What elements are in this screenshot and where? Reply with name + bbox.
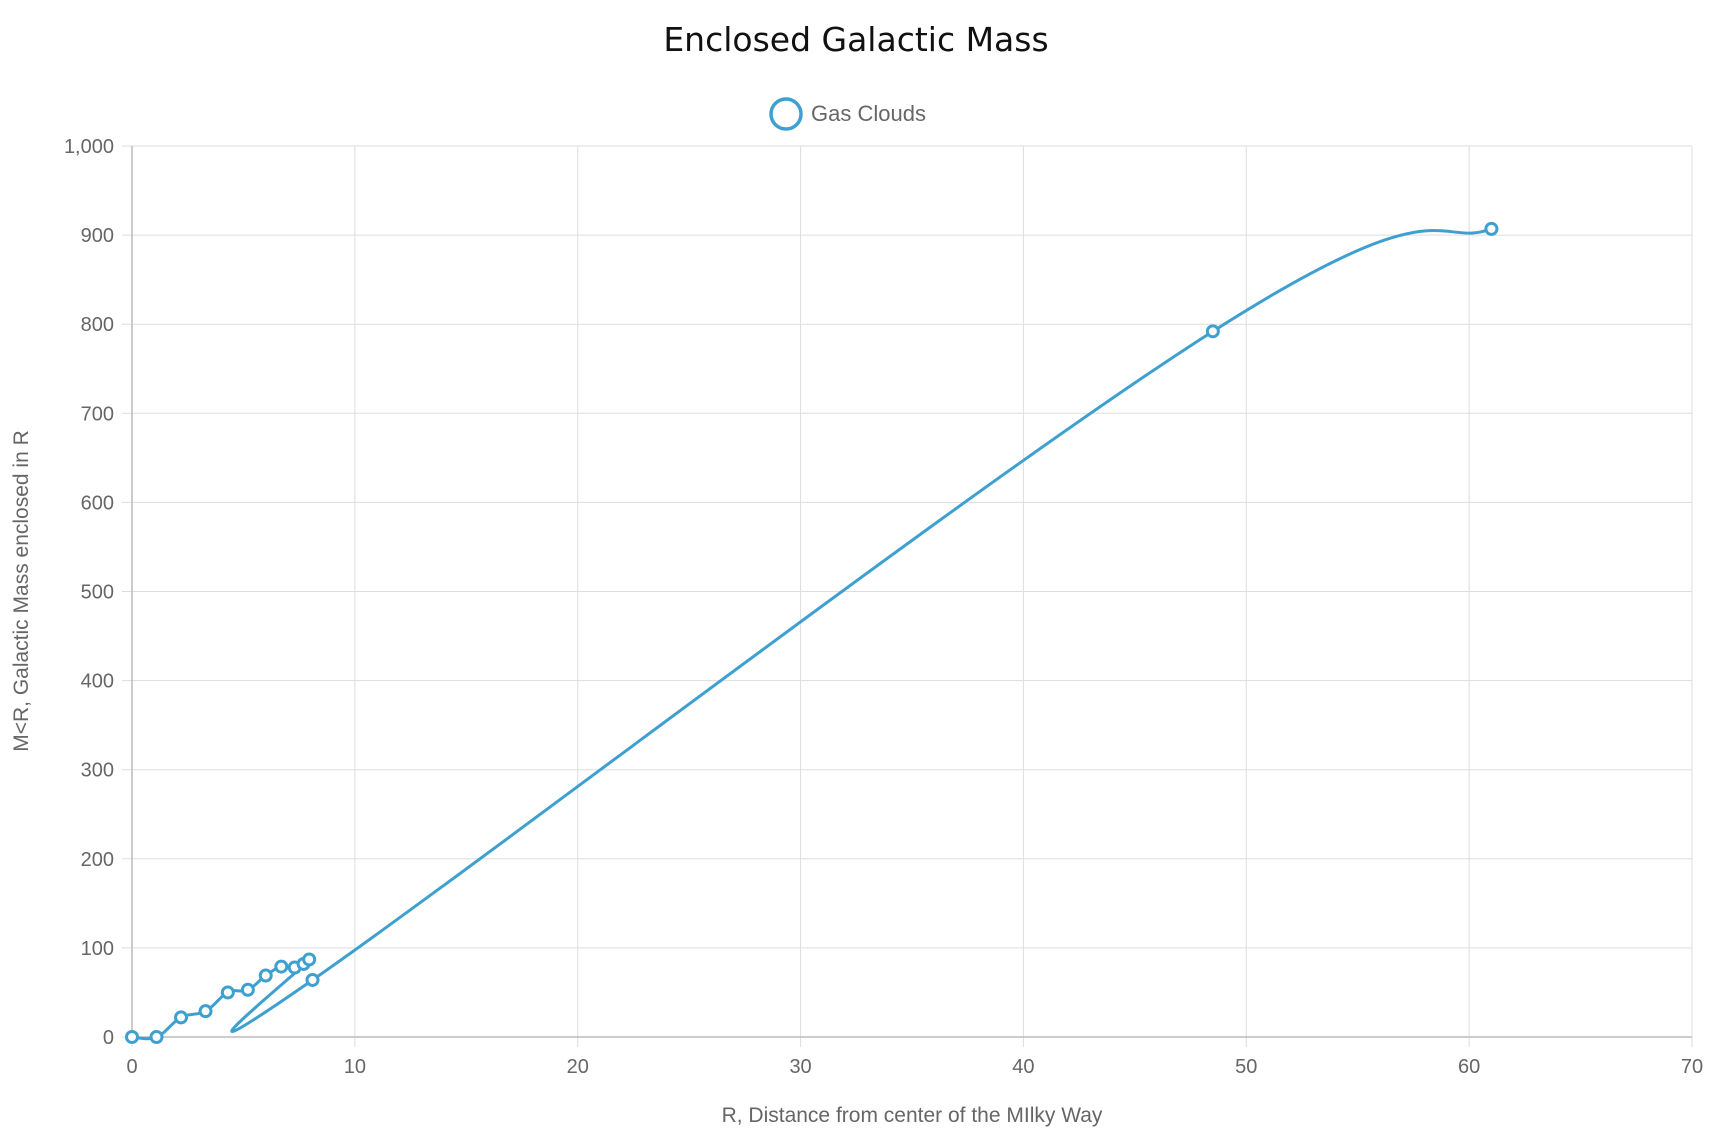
tick-labels: 0 10 20 30 40 50 60 700100200300400500600700800… [64,136,1703,1078]
y-tick-label: 0 [103,1027,114,1049]
x-tick-label: 10 [344,1056,366,1078]
legend-marker-gas-clouds [769,97,803,131]
y-tick-label: 1,000 [64,136,114,158]
x-tick-label: 0 [126,1056,137,1078]
x-tick-label: 50 [1235,1056,1257,1078]
x-tick-label: 20 [567,1056,589,1078]
data-point[interactable] [258,968,273,983]
series-line [131,227,1492,1041]
data-point[interactable] [274,959,289,974]
y-tick-label: 500 [81,582,114,604]
series-gas-clouds [125,221,1499,1044]
y-tick-label: 100 [81,938,114,960]
data-point[interactable] [305,972,320,987]
x-tick-label: 40 [1012,1056,1034,1078]
data-point[interactable] [149,1030,164,1044]
axes [131,146,1692,1038]
data-point[interactable] [1484,221,1499,236]
y-tick-label: 600 [81,492,114,514]
data-point[interactable] [240,982,255,997]
data-point[interactable] [1205,324,1220,339]
y-tick-label: 200 [81,849,114,871]
data-point[interactable] [125,1030,139,1044]
data-point[interactable] [198,1004,213,1019]
data-point[interactable] [174,1010,189,1025]
grid-lines [122,145,1693,1047]
legend-label-gas-clouds: Gas Clouds [811,101,926,126]
x-axis-title: R, Distance from center of the MIlky Way [722,1104,1103,1127]
y-tick-label: 400 [81,671,114,693]
y-tick-label: 900 [81,225,114,247]
x-tick-label: 30 [789,1056,811,1078]
data-point[interactable] [220,985,235,1000]
y-axis-title: M<R, Galactic Mass enclosed in R [10,430,33,752]
x-tick-label: 70 [1681,1056,1703,1078]
y-tick-label: 800 [81,314,114,336]
y-tick-label: 700 [81,403,114,425]
chart-title: Enclosed Galactic Mass [663,20,1048,59]
x-tick-label: 60 [1458,1056,1480,1078]
data-point[interactable] [302,952,317,967]
legend[interactable]: Gas Clouds [769,97,926,131]
y-tick-label: 300 [81,760,114,782]
